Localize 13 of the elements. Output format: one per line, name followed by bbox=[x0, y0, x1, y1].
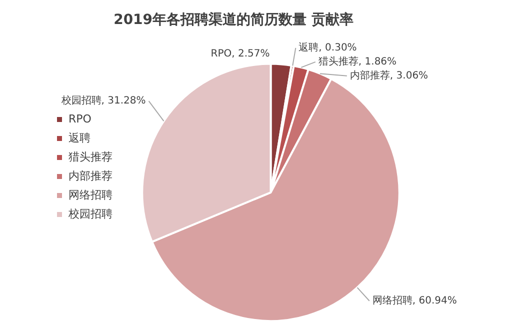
legend-label: 猎头推荐 bbox=[68, 150, 112, 164]
data-label: 内部推荐, 3.06% bbox=[350, 70, 428, 82]
chart-title: 2019年各招聘渠道的简历数量 贡献率 bbox=[114, 11, 354, 28]
data-label: RPO, 2.57% bbox=[210, 48, 270, 60]
data-label: 返聘, 0.30% bbox=[298, 42, 357, 54]
legend-label: 返聘 bbox=[68, 131, 90, 144]
legend-label: 校园招聘 bbox=[68, 207, 112, 220]
data-label: 猎头推荐, 1.86% bbox=[318, 56, 397, 68]
legend-label: 内部推荐 bbox=[68, 169, 112, 182]
legend-label: 网络招聘 bbox=[68, 188, 112, 202]
data-label: 网络招聘, 60.94% bbox=[372, 294, 457, 306]
legend-label: RPO bbox=[68, 112, 92, 126]
data-label: 校园招聘, 31.28% bbox=[60, 94, 146, 107]
